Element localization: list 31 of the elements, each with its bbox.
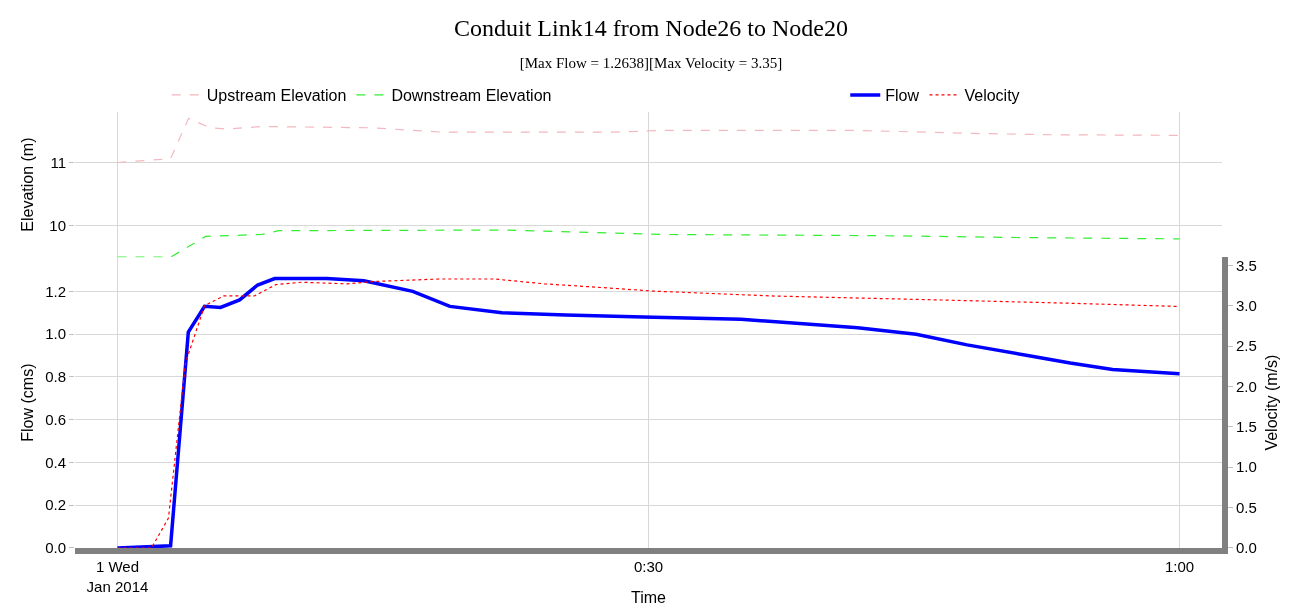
y-tick-label: 0.4	[45, 453, 66, 471]
x-axis-title: Time	[631, 589, 667, 606]
y-tick-label: 0.0	[45, 539, 66, 557]
y2-tick-label: 1.5	[1236, 418, 1257, 436]
x-tick-label: 1 Wed Jan 2014	[86, 558, 149, 595]
legend-label: Flow	[885, 87, 920, 105]
legend-label: Downstream Elevation	[391, 87, 552, 105]
y-tick-label: 0.6	[45, 410, 66, 428]
y-axis-title: Flow (cms)	[19, 363, 36, 442]
y2-tick-label: 2.5	[1236, 337, 1257, 355]
y2-tick-label: 3.0	[1236, 296, 1257, 314]
y-tick-label: 11	[50, 153, 66, 171]
y-tick-label: 0.2	[45, 496, 66, 514]
y-tick-label: 1.0	[45, 325, 66, 343]
y2-tick-label: 0.5	[1236, 498, 1257, 516]
x-tick-label: 0:30	[633, 558, 664, 575]
y-axis-title: Elevation (m)	[19, 137, 36, 232]
legend-label: Upstream Elevation	[206, 87, 347, 105]
legend-label: Velocity	[964, 87, 1020, 105]
chart-subtitle: [Max Flow = 1.2638][Max Velocity = 3.35]	[519, 54, 783, 71]
x-tick-label: 1:00	[1164, 558, 1195, 575]
y2-tick-label: 0.0	[1236, 539, 1257, 557]
y2-tick-label: 1.0	[1236, 458, 1257, 476]
y-tick-label: 1.2	[45, 282, 66, 300]
y2-tick-label: 2.0	[1236, 377, 1257, 395]
chart-title: Conduit Link14 from Node26 to Node20	[454, 15, 848, 42]
y2-axis-title: Velocity (m/s)	[1263, 354, 1280, 451]
y-tick-label: 0.8	[45, 368, 66, 386]
line-series	[116, 117, 1181, 164]
y-tick-label: 10	[49, 216, 66, 234]
y2-tick-label: 3.5	[1236, 256, 1257, 274]
